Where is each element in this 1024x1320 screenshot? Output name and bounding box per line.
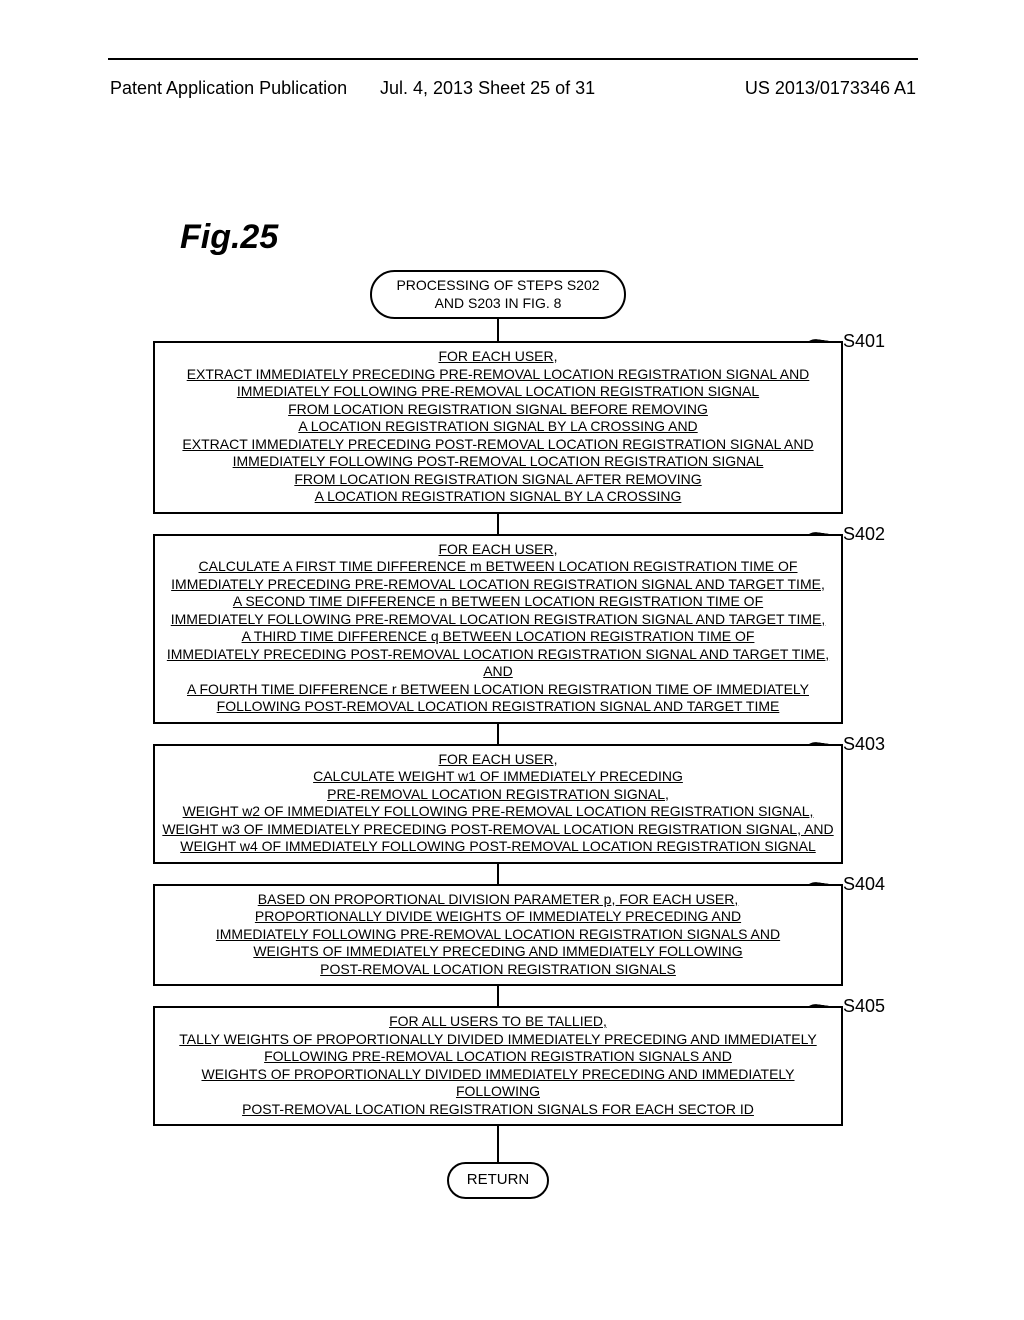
header-sheet: Jul. 4, 2013 Sheet 25 of 31: [380, 78, 595, 99]
flow-step-s405: FOR ALL USERS TO BE TALLIED,TALLY WEIGHT…: [153, 1006, 843, 1126]
flow-return-text: RETURN: [467, 1171, 530, 1188]
flow-step-s404: BASED ON PROPORTIONAL DIVISION PARAMETER…: [153, 884, 843, 987]
header-rule: [108, 58, 918, 60]
step-label-s404: S404: [843, 874, 885, 895]
flow-connector: [497, 986, 499, 1006]
header-app-number: US 2013/0173346 A1: [745, 78, 916, 99]
header-publication: Patent Application Publication: [110, 78, 347, 99]
figure-title: Fig.25: [180, 218, 278, 257]
flowchart: PROCESSING OF STEPS S202AND S203 IN FIG.…: [153, 270, 843, 1199]
step-label-s401: S401: [843, 331, 885, 352]
flow-step-text: BASED ON PROPORTIONAL DIVISION PARAMETER…: [216, 891, 780, 977]
flow-connector: [497, 319, 499, 341]
flow-step-text: FOR EACH USER,CALCULATE A FIRST TIME DIF…: [167, 541, 829, 715]
flow-connector: [497, 724, 499, 744]
flow-start-text: PROCESSING OF STEPS S202AND S203 IN FIG.…: [396, 277, 599, 311]
step-label-s402: S402: [843, 524, 885, 545]
flow-connector: [497, 1126, 499, 1162]
flow-step-s403: FOR EACH USER,CALCULATE WEIGHT w1 OF IMM…: [153, 744, 843, 864]
flow-connector: [497, 514, 499, 534]
flow-connector: [497, 864, 499, 884]
flow-step-text: FOR EACH USER,EXTRACT IMMEDIATELY PRECED…: [182, 348, 813, 504]
step-label-s403: S403: [843, 734, 885, 755]
flow-step-s401: FOR EACH USER,EXTRACT IMMEDIATELY PRECED…: [153, 341, 843, 514]
flow-step-text: FOR EACH USER,CALCULATE WEIGHT w1 OF IMM…: [162, 751, 833, 855]
flow-step-text: FOR ALL USERS TO BE TALLIED,TALLY WEIGHT…: [179, 1013, 816, 1117]
flow-start-terminator: PROCESSING OF STEPS S202AND S203 IN FIG.…: [370, 270, 625, 319]
flow-step-s402: FOR EACH USER,CALCULATE A FIRST TIME DIF…: [153, 534, 843, 724]
step-label-s405: S405: [843, 996, 885, 1017]
flow-return-terminator: RETURN: [447, 1162, 550, 1199]
